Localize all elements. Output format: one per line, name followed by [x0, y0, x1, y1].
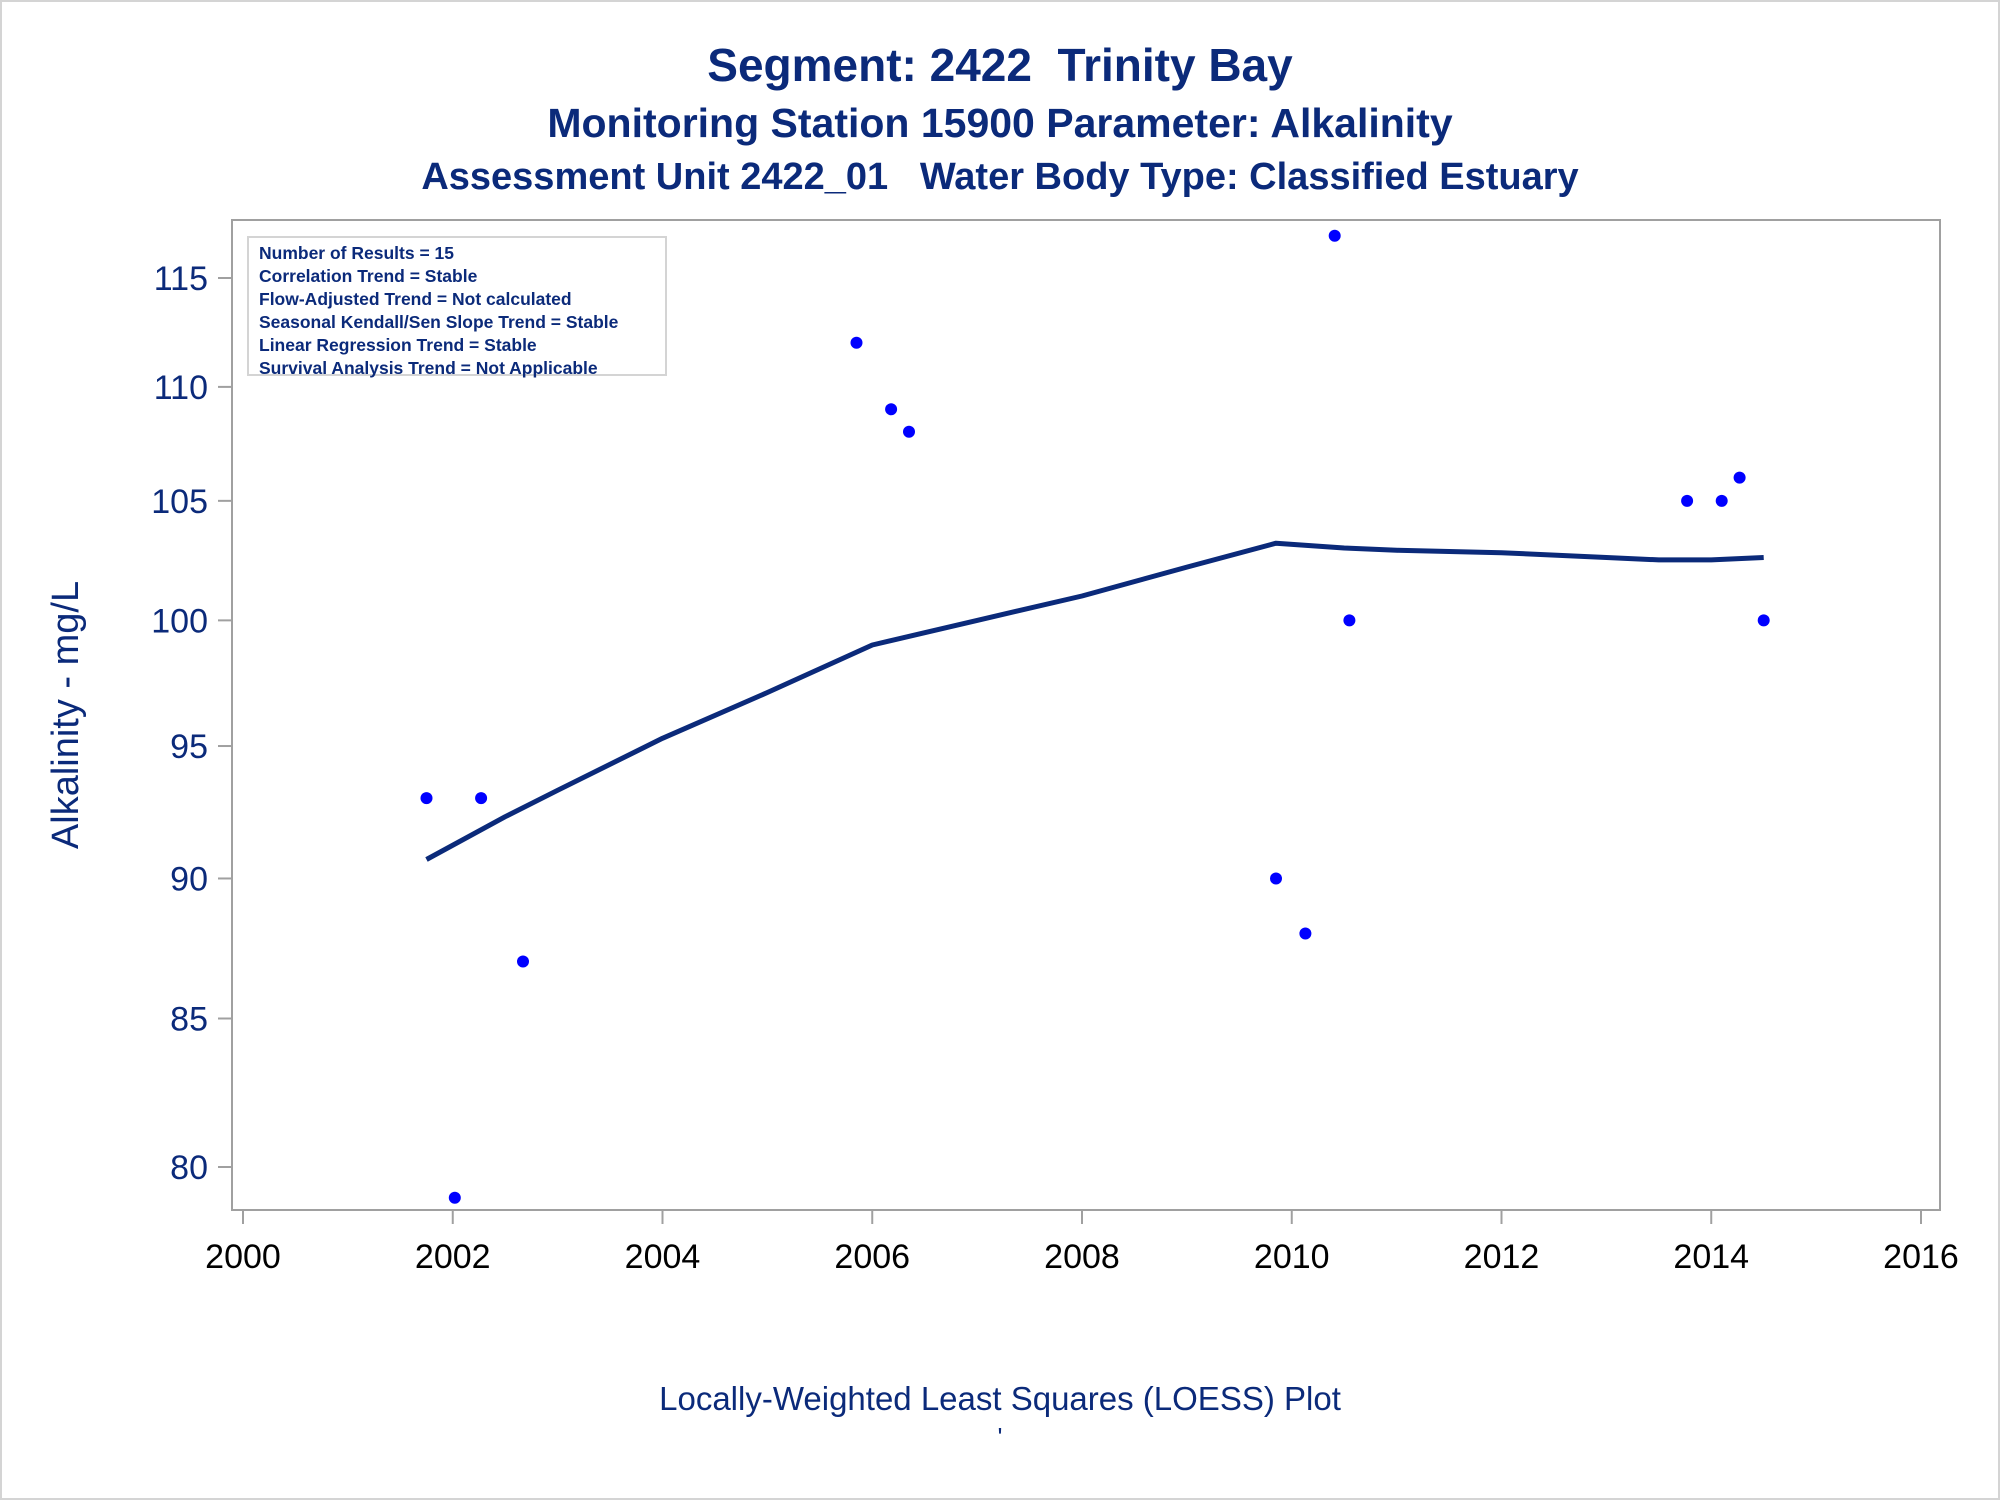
- data-point: [448, 1191, 461, 1204]
- data-point: [1733, 471, 1746, 484]
- chart-subtitle-2: Assessment Unit 2422_01 Water Body Type:…: [421, 156, 1579, 198]
- data-point: [1299, 927, 1312, 940]
- loess-series: [425, 540, 1764, 862]
- observation-series: [420, 229, 1770, 1204]
- y-tick-label: 100: [151, 602, 208, 640]
- data-point: [517, 955, 529, 968]
- x-tick-label: 2002: [415, 1238, 491, 1276]
- data-point: [1270, 872, 1282, 885]
- chart-title: Segment: 2422 Trinity Bay: [707, 39, 1293, 91]
- x-tick-label: 2012: [1464, 1238, 1540, 1276]
- data-point: [850, 336, 863, 349]
- x-tick-label: 2000: [205, 1238, 281, 1276]
- data-point: [420, 792, 433, 805]
- y-axis-label: Alkalinity - mg/L: [45, 581, 87, 849]
- data-point: [1681, 494, 1694, 507]
- loess-line: [425, 540, 1764, 862]
- trend-stats-box: Number of Results = 15 Correlation Trend…: [247, 236, 667, 378]
- stat-seasonal-kendall-trend: Seasonal Kendall/Sen Slope Trend = Stabl…: [259, 312, 619, 332]
- data-point: [1328, 229, 1341, 242]
- stat-survival-analysis-trend: Survival Analysis Trend = Not Applicable: [259, 358, 598, 378]
- footnote: Locally-Weighted Least Squares (LOESS) P…: [659, 1380, 1341, 1417]
- footnote-mark: ': [997, 1422, 1003, 1452]
- y-tick-label: 115: [154, 260, 208, 298]
- y-tick-label: 110: [154, 369, 208, 407]
- x-tick-label: 2008: [1044, 1238, 1120, 1276]
- data-point: [475, 792, 488, 805]
- stat-linear-regression-trend: Linear Regression Trend = Stable: [259, 335, 537, 355]
- data-point: [1757, 614, 1770, 627]
- y-tick-label: 90: [170, 860, 208, 898]
- x-tick-label: 2014: [1673, 1238, 1749, 1276]
- stat-number-of-results: Number of Results = 15: [259, 243, 454, 263]
- data-point: [1343, 614, 1356, 627]
- x-tick-label: 2006: [834, 1238, 910, 1276]
- chart-subtitle: Monitoring Station 15900 Parameter: Alka…: [547, 100, 1453, 146]
- data-point: [885, 403, 898, 416]
- data-point: [1715, 494, 1728, 507]
- x-axis: 2000 2002 2004 2006 2008 2010 2012 2014 2016: [205, 1210, 1959, 1276]
- x-tick-label: 2016: [1883, 1238, 1959, 1276]
- data-point: [903, 425, 915, 438]
- x-tick-label: 2010: [1254, 1238, 1330, 1276]
- stat-flow-adjusted-trend: Flow-Adjusted Trend = Not calculated: [259, 289, 572, 309]
- y-tick-label: 80: [170, 1149, 208, 1187]
- y-tick-label: 95: [170, 728, 208, 766]
- y-axis: 80 85 90 95 100 105 110 115: [151, 260, 232, 1187]
- stat-correlation-trend: Correlation Trend = Stable: [259, 266, 478, 286]
- y-tick-label: 85: [170, 1000, 208, 1038]
- y-tick-label: 105: [151, 483, 208, 521]
- plot-area-frame: [231, 219, 1941, 1211]
- x-tick-label: 2004: [625, 1238, 701, 1276]
